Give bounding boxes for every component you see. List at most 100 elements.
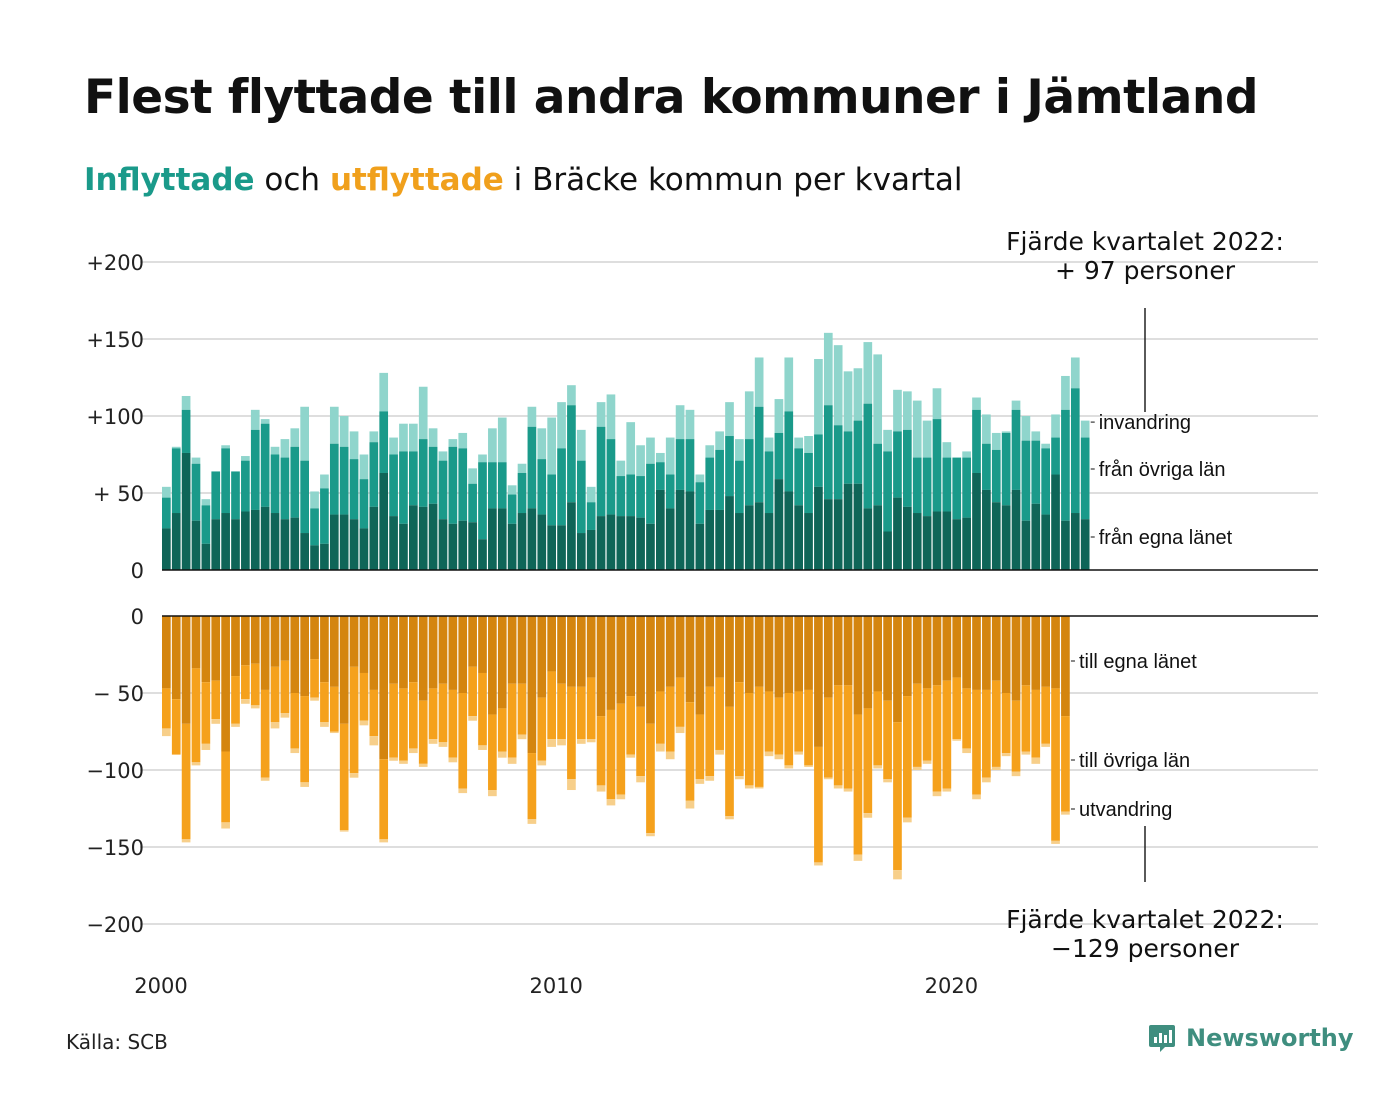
bar-in-ovriga-lan (982, 443, 991, 490)
bar-out-egna-lanet (458, 616, 468, 693)
bar-out-egna-lanet (656, 616, 665, 692)
bar-out-egna-lanet (754, 616, 764, 687)
bar-out-utvandring (695, 779, 705, 784)
bar-in-ovriga-lan (843, 431, 853, 484)
bar-out-ovriga-lan (665, 686, 675, 752)
bar-in-egna-lanet (458, 520, 468, 570)
bar-in-ovriga-lan (972, 409, 981, 473)
bar-in-ovriga-lan (280, 457, 290, 520)
bar-out-ovriga-lan (814, 746, 823, 863)
bar-out-utvandring (162, 728, 171, 737)
bar-out-ovriga-lan (181, 723, 191, 840)
bar-out-ovriga-lan (991, 680, 1001, 767)
bar-out-utvandring (903, 817, 912, 823)
bar-out-utvandring (991, 766, 1001, 770)
bar-in-egna-lanet (517, 513, 527, 570)
bar-out-ovriga-lan (952, 677, 962, 740)
bar-out-egna-lanet (715, 616, 724, 678)
bar-out-utvandring (853, 854, 863, 861)
bar-in-ovriga-lan (754, 406, 764, 503)
bar-out-ovriga-lan (300, 696, 309, 783)
bar-out-egna-lanet (290, 616, 300, 693)
bar-out-ovriga-lan (962, 688, 971, 749)
bar-out-egna-lanet (616, 616, 626, 704)
bar-in-egna-lanet (636, 517, 645, 570)
bar-in-egna-lanet (1061, 520, 1070, 570)
bar-in-invandring (359, 454, 369, 480)
bar-out-utvandring (1031, 757, 1041, 764)
bar-in-ovriga-lan (725, 436, 734, 497)
bar-in-egna-lanet (606, 514, 616, 570)
bar-out-utvandring (448, 757, 458, 763)
bar-in-ovriga-lan (448, 446, 458, 524)
bar-out-utvandring (715, 749, 724, 755)
bar-in-invandring (883, 429, 892, 452)
bar-out-utvandring (794, 751, 803, 755)
bar-out-utvandring (458, 788, 468, 794)
bar-in-ovriga-lan (814, 434, 823, 487)
y-tick-bottom: − 50 (93, 682, 144, 706)
bar-out-egna-lanet (952, 616, 962, 678)
series-label-bottom: till övriga län (1079, 750, 1190, 772)
bar-out-ovriga-lan (1041, 686, 1050, 744)
bar-out-utvandring (922, 760, 932, 764)
bar-out-egna-lanet (774, 616, 784, 698)
bar-out-egna-lanet (586, 616, 596, 678)
bar-out-utvandring (883, 779, 892, 783)
bar-out-egna-lanet (211, 616, 221, 681)
bar-in-invandring (705, 445, 715, 458)
bar-in-invandring (201, 499, 211, 506)
bar-in-invandring (1080, 420, 1090, 438)
bar-in-invandring (675, 405, 685, 440)
bar-out-ovriga-lan (823, 697, 833, 778)
bar-out-utvandring (438, 742, 448, 747)
bar-in-invandring (567, 385, 576, 406)
gridlines (140, 261, 1318, 925)
bar-in-ovriga-lan (399, 451, 408, 524)
bar-out-utvandring (320, 722, 329, 727)
bar-in-ovriga-lan (290, 446, 300, 518)
bar-in-invandring (1001, 431, 1011, 433)
bar-in-invandring (300, 406, 309, 461)
bar-out-egna-lanet (982, 616, 991, 690)
bar-in-egna-lanet (389, 516, 398, 570)
bar-in-ovriga-lan (468, 483, 477, 523)
bar-in-egna-lanet (428, 503, 438, 570)
bar-in-ovriga-lan (191, 463, 201, 521)
annotation-top-line2: + 97 personer (1055, 256, 1236, 285)
bar-in-ovriga-lan (517, 472, 527, 514)
bar-out-egna-lanet (883, 616, 892, 701)
bar-out-egna-lanet (181, 616, 191, 724)
bar-in-invandring (735, 439, 744, 461)
bar-in-egna-lanet (280, 519, 290, 570)
bar-out-egna-lanet (764, 616, 774, 692)
bar-out-utvandring (1051, 840, 1060, 844)
bar-in-ovriga-lan (349, 459, 359, 520)
subtitle-rest: i Bräcke kommun per kvartal (503, 162, 963, 198)
bar-in-invandring (636, 445, 645, 477)
bar-in-egna-lanet (162, 528, 171, 570)
bar-out-ovriga-lan (438, 683, 448, 743)
bar-in-ovriga-lan (883, 451, 892, 532)
bar-in-egna-lanet (329, 514, 339, 570)
bar-in-egna-lanet (972, 472, 981, 570)
bar-in-invandring (497, 417, 507, 463)
bar-out-egna-lanet (527, 616, 537, 754)
bar-in-ovriga-lan (952, 457, 962, 520)
bar-out-utvandring (912, 766, 922, 770)
bar-out-egna-lanet (784, 616, 794, 693)
bar-in-ovriga-lan (547, 474, 556, 526)
bar-in-ovriga-lan (359, 479, 369, 529)
bar-in-invandring (389, 437, 398, 455)
bar-in-invandring (576, 429, 586, 461)
subtitle-inflyttade: Inflyttade (84, 162, 255, 198)
bar-out-ovriga-lan (409, 682, 418, 749)
bar-in-invandring (448, 439, 458, 447)
bar-in-invandring (962, 451, 971, 458)
bar-in-egna-lanet (171, 513, 181, 570)
bar-out-utvandring (893, 870, 902, 880)
bar-in-invandring (428, 428, 438, 447)
bar-in-invandring (507, 485, 517, 495)
bar-out-egna-lanet (488, 616, 497, 715)
bar-in-invandring (320, 474, 329, 489)
